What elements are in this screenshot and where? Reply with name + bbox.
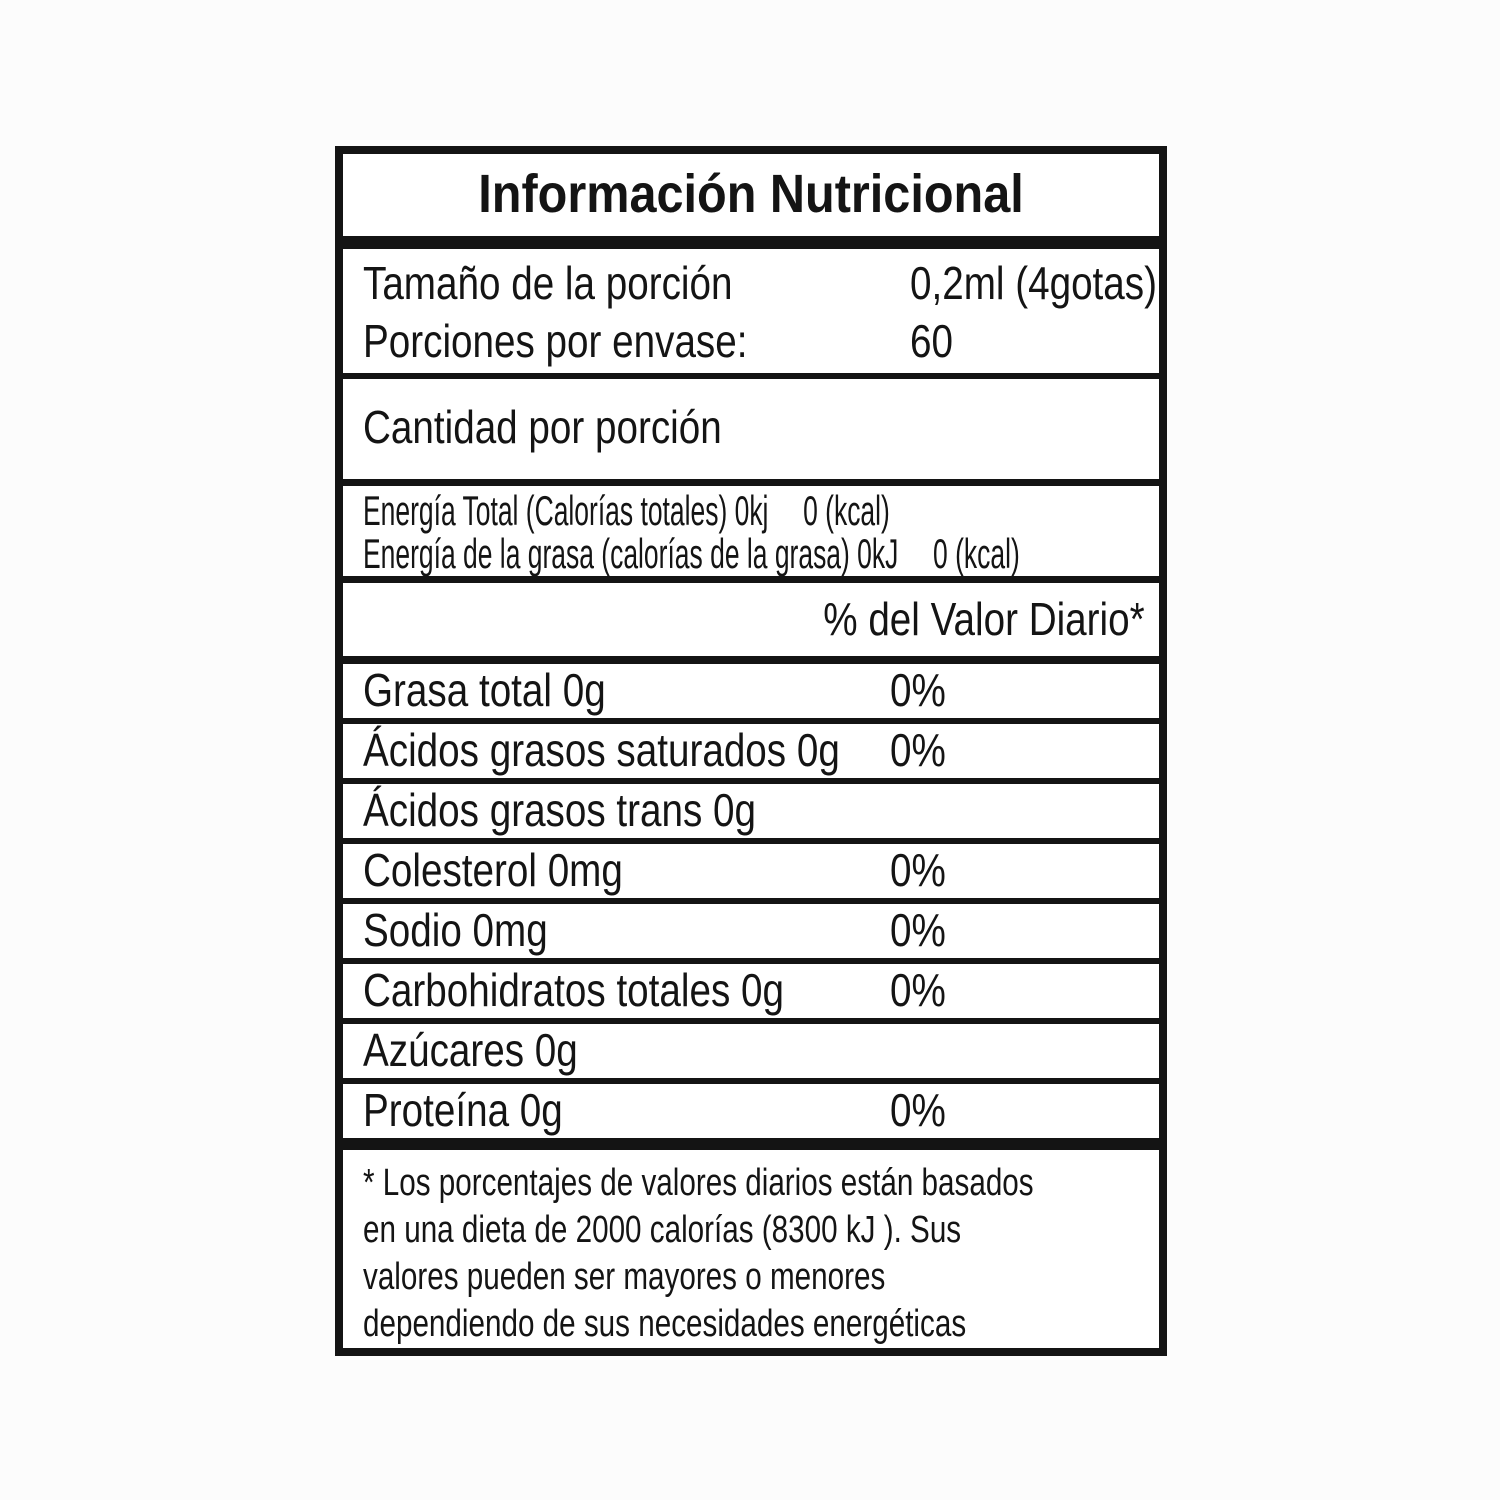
total-energy-value: 0 (kcal) <box>803 487 890 534</box>
footnote-section: * Los porcentajes de valores diarios est… <box>343 1150 1159 1348</box>
nutrient-label: Carbohidratos totales 0g <box>363 964 785 1016</box>
nutrient-row-colesterol: Colesterol 0mg 0% <box>343 844 1159 904</box>
serving-size-row: Tamaño de la porción 0,2ml (4gotas) <box>363 254 1159 312</box>
nutrient-label: Ácidos grasos trans 0g <box>363 784 757 836</box>
nutrient-label: Azúcares 0g <box>363 1024 578 1076</box>
amount-per-serving-heading: Cantidad por porción <box>363 401 722 453</box>
fat-energy-label: Energía de la grasa (calorías de la gras… <box>363 530 899 577</box>
serving-size-label: Tamaño de la porción <box>363 257 733 309</box>
fat-energy-row: Energía de la grasa (calorías de la gras… <box>363 532 1159 575</box>
panel-title: Información Nutricional <box>478 164 1024 224</box>
servings-per-container-value: 60 <box>910 315 953 367</box>
footnote-line: en una dieta de 2000 calorías (8300 kJ )… <box>363 1209 962 1251</box>
serving-size-value: 0,2ml (4gotas) <box>910 257 1157 309</box>
energy-section: Energía Total (Calorías totales) 0kj 0 (k… <box>343 486 1159 583</box>
nutrient-daily-value: 0% <box>890 664 946 716</box>
daily-value-heading: % del Valor Diario* <box>823 593 1145 645</box>
nutrient-row-grasa-total: Grasa total 0g 0% <box>343 664 1159 724</box>
serving-info-section: Tamaño de la porción 0,2ml (4gotas) Porc… <box>343 249 1159 379</box>
nutrient-label: Grasa total 0g <box>363 664 606 716</box>
servings-per-container-row: Porciones por envase: 60 <box>363 312 1159 370</box>
amount-per-serving-row: Cantidad por porción <box>343 379 1159 486</box>
nutrient-row-proteina: Proteína 0g 0% <box>343 1084 1159 1150</box>
nutrient-daily-value: 0% <box>890 844 946 896</box>
total-energy-row: Energía Total (Calorías totales) 0kj 0 (k… <box>363 489 1159 532</box>
nutrient-label: Proteína 0g <box>363 1084 563 1136</box>
nutrient-label: Sodio 0mg <box>363 904 548 956</box>
nutrient-row-sodio: Sodio 0mg 0% <box>343 904 1159 964</box>
nutrition-facts-panel: Información Nutricional Tamaño de la por… <box>335 146 1167 1356</box>
nutrient-daily-value: 0% <box>890 964 946 1016</box>
total-energy-label: Energía Total (Calorías totales) 0kj <box>363 487 769 534</box>
nutrient-label: Colesterol 0mg <box>363 844 623 896</box>
servings-per-container-label: Porciones por envase: <box>363 315 748 367</box>
footnote-line: * Los porcentajes de valores diarios est… <box>363 1162 1034 1204</box>
nutrient-row-grasos-trans: Ácidos grasos trans 0g <box>343 784 1159 844</box>
nutrient-row-azucares: Azúcares 0g <box>343 1024 1159 1084</box>
nutrient-daily-value: 0% <box>890 904 946 956</box>
fat-energy-value: 0 (kcal) <box>933 530 1020 577</box>
nutrient-daily-value: 0% <box>890 1084 946 1136</box>
footnote-line: valores pueden ser mayores o menores <box>363 1256 886 1298</box>
nutrient-daily-value: 0% <box>890 724 946 776</box>
daily-value-header-row: % del Valor Diario* <box>343 583 1159 664</box>
nutrient-row-carbohidratos: Carbohidratos totales 0g 0% <box>343 964 1159 1024</box>
footnote-line: dependiendo de sus necesidades energétic… <box>363 1303 967 1345</box>
nutrient-row-grasos-saturados: Ácidos grasos saturados 0g 0% <box>343 724 1159 784</box>
panel-title-row: Información Nutricional <box>343 154 1159 249</box>
nutrient-label: Ácidos grasos saturados 0g <box>363 724 840 776</box>
